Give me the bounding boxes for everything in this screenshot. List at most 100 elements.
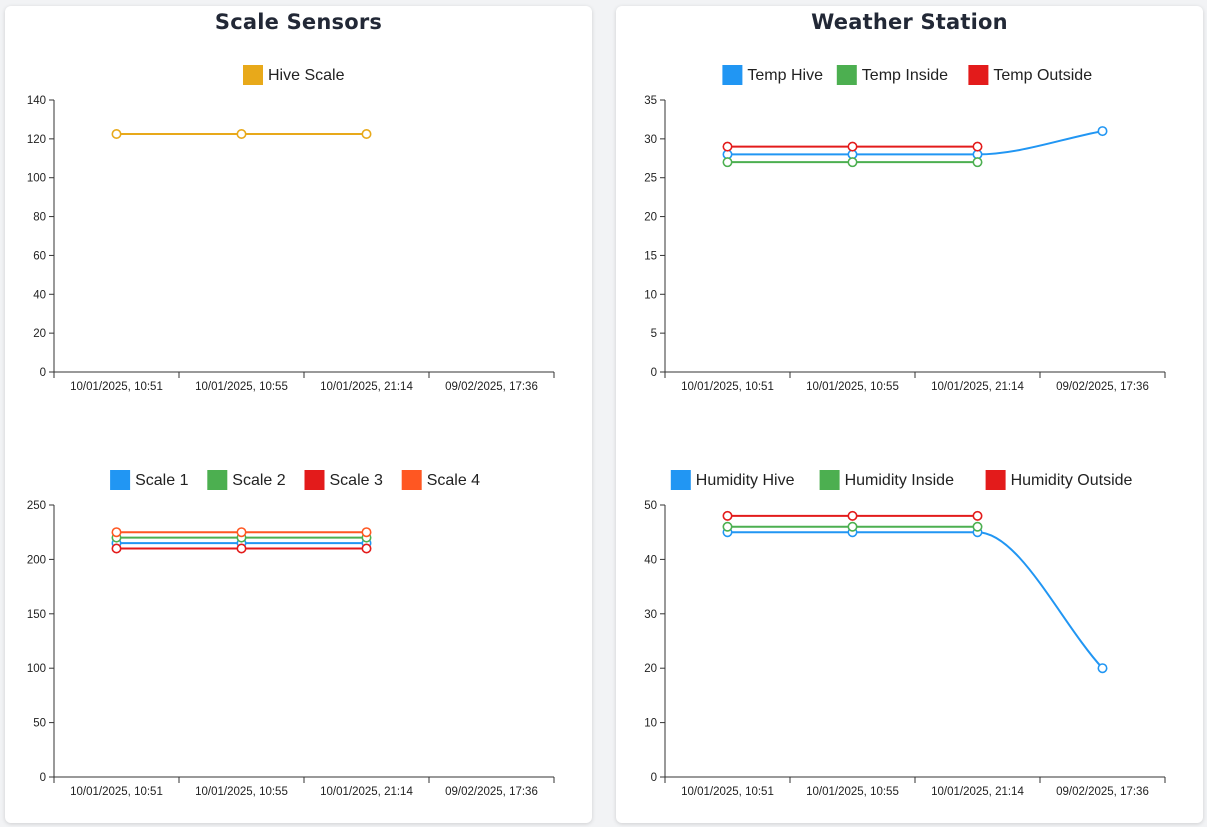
scale-sensors-panel: Scale Sensors Hive Scale 0 20 40 60 80 100 120 1…	[5, 6, 592, 823]
data-point-hive-scale	[361, 129, 372, 140]
series-group	[722, 126, 1108, 168]
y-tick-label: 10	[644, 289, 657, 301]
data-point-temp-inside	[722, 157, 733, 168]
x-tick-label: 09/02/2025, 17:36	[1056, 381, 1149, 393]
data-point-scale-4	[236, 527, 247, 538]
y-tick-label: 100	[27, 663, 46, 675]
legend-label-hive-scale: Hive Scale	[268, 67, 345, 84]
legend: Scale 1 Scale 2 Scale 3 Scale 4	[110, 470, 480, 490]
scales-chart: Scale 1 Scale 2 Scale 3 Scale 4 0 50 100 150 200…	[27, 470, 555, 798]
y-tick-label: 30	[644, 609, 657, 621]
legend-label-temp-hive: Temp Hive	[747, 67, 823, 84]
series-group	[722, 510, 1108, 674]
data-point-scale-3	[111, 543, 122, 554]
x-tick-label: 10/01/2025, 10:51	[70, 786, 163, 798]
legend-swatch-hive-scale	[243, 65, 263, 85]
legend-label-humidity-outside: Humidity Outside	[1011, 472, 1133, 489]
data-point-hive-scale	[111, 129, 122, 140]
y-tick-label: 25	[644, 173, 657, 185]
x-axis: 10/01/2025, 10:51 10/01/2025, 10:55 10/01/…	[53, 371, 555, 393]
data-point-humidity-inside	[972, 521, 983, 532]
data-point-scale-3	[361, 543, 372, 554]
x-tick-label: 10/01/2025, 21:14	[320, 381, 413, 393]
series-group	[111, 527, 372, 554]
legend-swatch-temp-hive	[722, 65, 743, 85]
y-tick-label: 0	[40, 772, 46, 784]
x-tick-label: 09/02/2025, 17:36	[445, 381, 538, 393]
data-point-temp-inside	[847, 157, 858, 168]
weather-station-panel: Weather Station Temp Hive Temp Inside Temp…	[616, 6, 1203, 823]
data-point-temp-outside	[722, 141, 733, 152]
y-tick-label: 20	[33, 328, 46, 340]
series-group	[111, 129, 372, 140]
data-point-hive-scale	[236, 129, 247, 140]
data-point-scale-4	[111, 527, 122, 538]
data-point-humidity-outside	[847, 510, 858, 521]
data-point-humidity-outside	[972, 510, 983, 521]
legend-swatch-scale-2	[207, 470, 228, 490]
legend-label-scale-1: Scale 1	[135, 472, 188, 489]
legend: Humidity Hive Humidity Inside Humidity Out…	[670, 470, 1133, 490]
data-point-temp-hive	[1097, 126, 1108, 137]
y-tick-label: 20	[644, 212, 657, 224]
series-line-humidity-hive	[727, 531, 1104, 669]
hive-scale-chart: Hive Scale 0 20 40 60 80 100 120 140 10/01/2025, …	[27, 65, 555, 393]
x-tick-label: 10/01/2025, 21:14	[931, 786, 1024, 798]
legend-label-humidity-inside: Humidity Inside	[845, 472, 954, 489]
x-tick-label: 10/01/2025, 10:55	[195, 381, 288, 393]
data-point-scale-3	[236, 543, 247, 554]
y-axis: 0 20 40 60 80 100 120 140	[27, 95, 55, 379]
legend-swatch-humidity-hive	[670, 470, 691, 490]
y-axis: 0 5 10 15 20 25 30 35	[644, 95, 666, 379]
y-tick-label: 0	[40, 367, 46, 379]
y-axis: 0 50 100 150 200 250	[27, 500, 55, 784]
humidity-chart: Humidity Hive Humidity Inside Humidity Out…	[644, 470, 1166, 798]
x-axis: 10/01/2025, 10:51 10/01/2025, 10:55 10/01/…	[53, 776, 555, 798]
legend-label-temp-inside: Temp Inside	[862, 67, 948, 84]
data-point-scale-4	[361, 527, 372, 538]
legend-label-scale-3: Scale 3	[330, 472, 383, 489]
legend-label-humidity-hive: Humidity Hive	[696, 472, 795, 489]
y-tick-label: 40	[33, 289, 46, 301]
y-tick-label: 60	[33, 250, 46, 262]
x-axis: 10/01/2025, 10:51 10/01/2025, 10:55 10/01/…	[664, 776, 1166, 798]
data-point-humidity-inside	[722, 521, 733, 532]
data-point-humidity-outside	[722, 510, 733, 521]
y-tick-label: 35	[644, 95, 657, 107]
x-tick-label: 10/01/2025, 10:51	[681, 381, 774, 393]
legend-swatch-scale-1	[110, 470, 131, 490]
legend-swatch-humidity-outside	[985, 470, 1006, 490]
y-tick-label: 150	[27, 609, 46, 621]
series-line-temp-hive	[727, 130, 1103, 156]
data-point-temp-outside	[847, 141, 858, 152]
panel-title-weather-station: Weather Station	[811, 10, 1008, 34]
y-tick-label: 15	[644, 250, 657, 262]
y-tick-label: 10	[644, 718, 657, 730]
x-tick-label: 10/01/2025, 10:51	[70, 381, 163, 393]
y-tick-label: 30	[644, 134, 657, 146]
legend-swatch-humidity-inside	[819, 470, 840, 490]
panel-title-scale-sensors: Scale Sensors	[214, 10, 383, 34]
y-axis: 0 10 20 30 40 50	[644, 500, 666, 784]
legend-swatch-scale-3	[304, 470, 325, 490]
temperature-chart: Temp Hive Temp Inside Temp Outside 0 5 10 15 20…	[644, 65, 1166, 393]
x-tick-label: 10/01/2025, 21:14	[931, 381, 1024, 393]
data-point-temp-inside	[972, 157, 983, 168]
y-tick-label: 120	[27, 134, 46, 146]
y-tick-label: 80	[33, 212, 46, 224]
y-tick-label: 0	[651, 367, 657, 379]
x-tick-label: 09/02/2025, 17:36	[445, 786, 538, 798]
x-tick-label: 10/01/2025, 10:55	[195, 786, 288, 798]
data-point-temp-outside	[972, 141, 983, 152]
x-tick-label: 10/01/2025, 10:55	[806, 381, 899, 393]
legend-swatch-temp-outside	[968, 65, 989, 85]
legend: Hive Scale	[243, 65, 345, 85]
legend-label-scale-4: Scale 4	[427, 472, 480, 489]
legend-label-scale-2: Scale 2	[232, 472, 285, 489]
y-tick-label: 50	[33, 718, 46, 730]
y-tick-label: 250	[27, 500, 46, 512]
x-tick-label: 10/01/2025, 21:14	[320, 786, 413, 798]
data-point-humidity-inside	[847, 521, 858, 532]
y-tick-label: 140	[27, 95, 46, 107]
y-tick-label: 200	[27, 554, 46, 566]
